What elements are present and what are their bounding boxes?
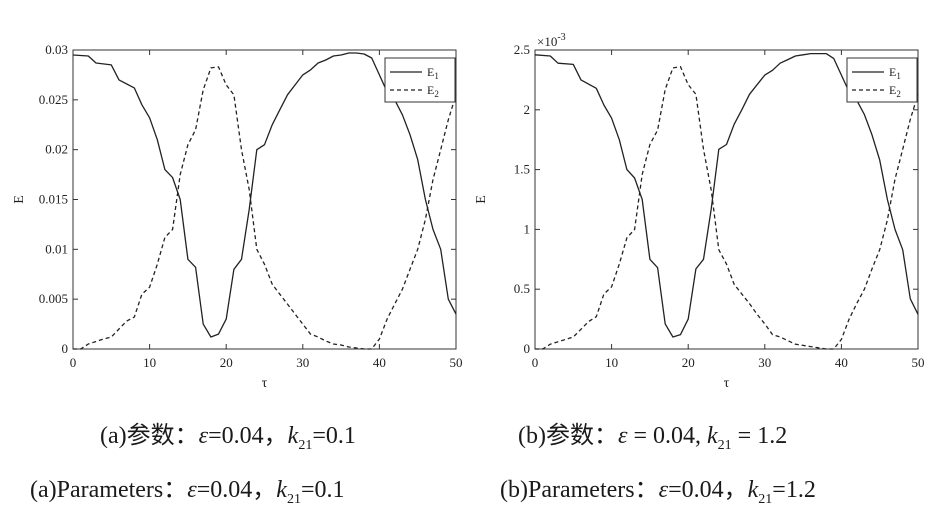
series-line-e1	[534, 52, 919, 338]
caption-b-english: (b)Parameters：ε=0.04，k21=1.2	[500, 478, 816, 507]
caption-prefix: (a)参数：	[100, 423, 199, 449]
k-value: =0.1	[312, 423, 356, 449]
legend-subscript: 1	[896, 71, 901, 81]
k-value: = 1.2	[731, 423, 788, 449]
epsilon-value: =0.04，	[196, 477, 277, 503]
y-tick-label: 0.01	[45, 241, 68, 256]
k-subscript: 21	[758, 492, 773, 507]
legend-label-e1: E1	[427, 65, 439, 81]
caption-a-chinese: (a)参数：ε=0.04，k21=0.1	[100, 424, 356, 453]
plot-frame	[534, 49, 919, 350]
legend-subscript: 1	[434, 71, 439, 81]
epsilon-value: =0.04，	[208, 423, 288, 449]
caption-b-chinese: (b)参数：ε = 0.04, k21 = 1.2	[518, 424, 787, 453]
k-symbol: k	[287, 423, 299, 449]
x-tick-label: 50	[450, 355, 463, 370]
y-tick-label: 2.5	[514, 42, 530, 57]
caption-prefix: (b)参数：	[518, 423, 618, 449]
x-tick-label: 20	[682, 355, 695, 370]
epsilon-symbol: ε	[198, 423, 209, 449]
epsilon-symbol: ε	[187, 477, 197, 503]
legend-label-e2: E2	[889, 83, 901, 99]
k-subscript: 21	[298, 438, 313, 453]
y-tick-label: 0.02	[45, 142, 68, 157]
epsilon-value: = 0.04,	[627, 423, 707, 449]
legend-label-e1: E1	[889, 65, 901, 81]
y-tick-label: 1	[524, 221, 531, 236]
legend-box	[846, 57, 918, 103]
k-value: =1.2	[772, 477, 816, 503]
legend-label-e2: E2	[427, 83, 439, 99]
y-tick-label: 0	[62, 341, 69, 356]
x-tick-label: 30	[758, 355, 771, 370]
y-tick-label: 2	[524, 102, 531, 117]
k-subscript: 21	[717, 438, 732, 453]
epsilon-symbol: ε	[617, 423, 628, 449]
y-tick-label: 0.5	[514, 281, 530, 296]
legend-subscript: 2	[434, 89, 439, 99]
x-tick-label: 10	[143, 355, 156, 370]
x-axis-label: τ	[724, 376, 730, 391]
chart-panel-b: 0 10 20 30 40 50 0 0.5 1 1.5 2 2.5 τ E ×10-3 E1 E2	[474, 32, 925, 391]
y-tick-label: 0.03	[45, 42, 68, 57]
x-tick-label: 10	[605, 355, 618, 370]
y-tick-label: 0.015	[39, 192, 68, 207]
legend-box	[384, 57, 456, 103]
k-subscript: 21	[286, 492, 301, 507]
k-symbol: k	[276, 477, 287, 503]
y-tick-label: 0.025	[39, 92, 68, 107]
y-tick-label: 1.5	[514, 162, 530, 177]
caption-a-english: (a)Parameters：ε=0.04，k21=0.1	[30, 478, 344, 507]
y-tick-label: 0	[524, 341, 531, 356]
epsilon-symbol: ε	[658, 477, 669, 503]
epsilon-value: =0.04，	[668, 477, 748, 503]
chart-panel-a: 0 10 20 30 40 50 0 0.005 0.01 0.015 0.02 0.025 0.03 τ…	[12, 42, 463, 391]
series-line-e2	[73, 66, 457, 350]
k-symbol: k	[747, 477, 759, 503]
x-tick-label: 40	[373, 355, 386, 370]
x-tick-label: 30	[296, 355, 309, 370]
y-tick-label: 0.005	[39, 291, 68, 306]
x-tick-label: 20	[220, 355, 233, 370]
y-axis-label: E	[474, 195, 489, 204]
x-tick-label: 0	[70, 355, 77, 370]
x-tick-label: 50	[912, 355, 925, 370]
series-line-e2	[535, 66, 919, 350]
axis-exponent-power: -3	[557, 32, 565, 43]
legend-subscript: 2	[896, 89, 901, 99]
y-axis-label: E	[12, 195, 27, 204]
k-symbol: k	[707, 423, 718, 449]
caption-prefix: (b)Parameters：	[500, 477, 659, 503]
k-value: =0.1	[300, 477, 345, 503]
caption-prefix: (a)Parameters：	[30, 477, 188, 503]
x-axis-label: τ	[262, 376, 268, 391]
axis-exponent-label: ×10-3	[537, 32, 566, 49]
x-tick-label: 0	[532, 355, 539, 370]
x-tick-label: 40	[835, 355, 848, 370]
